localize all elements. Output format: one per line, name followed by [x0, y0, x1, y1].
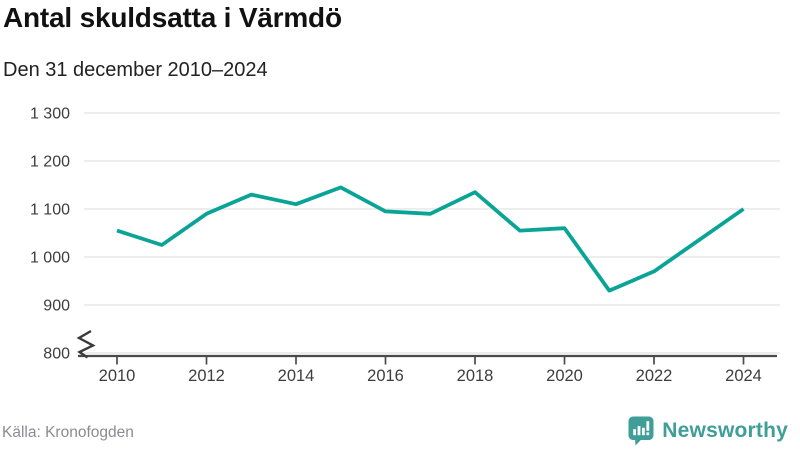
y-axis-tick-label: 1 200 — [30, 154, 70, 171]
data-line-series — [116, 185, 745, 293]
y-axis-tick-label: 1 300 — [30, 106, 70, 123]
chart-subtitle: Den 31 december 2010–2024 — [3, 59, 268, 81]
y-axis-tick-label: 800 — [43, 346, 70, 363]
x-axis-tick-label: 2024 — [725, 367, 762, 385]
y-axis-tick-label: 1 100 — [30, 202, 70, 219]
newsworthy-logo: Newsworthy — [628, 416, 788, 446]
y-axis-break-icon — [76, 329, 96, 359]
newsworthy-wordmark: Newsworthy — [662, 419, 788, 442]
x-axis-tick-label: 2012 — [188, 367, 225, 385]
y-axis-tick-label: 900 — [43, 298, 70, 315]
x-axis-tick-label: 2018 — [457, 367, 494, 385]
y-axis-tick-label: 1 000 — [30, 250, 70, 267]
x-axis-tick-label: 2022 — [636, 367, 673, 385]
source-attribution: Källa: Kronofogden — [2, 424, 134, 441]
x-axis-tick-label: 2014 — [278, 367, 315, 385]
chart-title: Antal skuldsatta i Värmdö — [3, 2, 342, 33]
newsworthy-bubble-chart-icon — [628, 416, 654, 446]
x-axis-tick-label: 2020 — [546, 367, 583, 385]
x-axis-tick-label: 2010 — [99, 367, 136, 385]
x-axis-tick-label: 2016 — [367, 367, 404, 385]
